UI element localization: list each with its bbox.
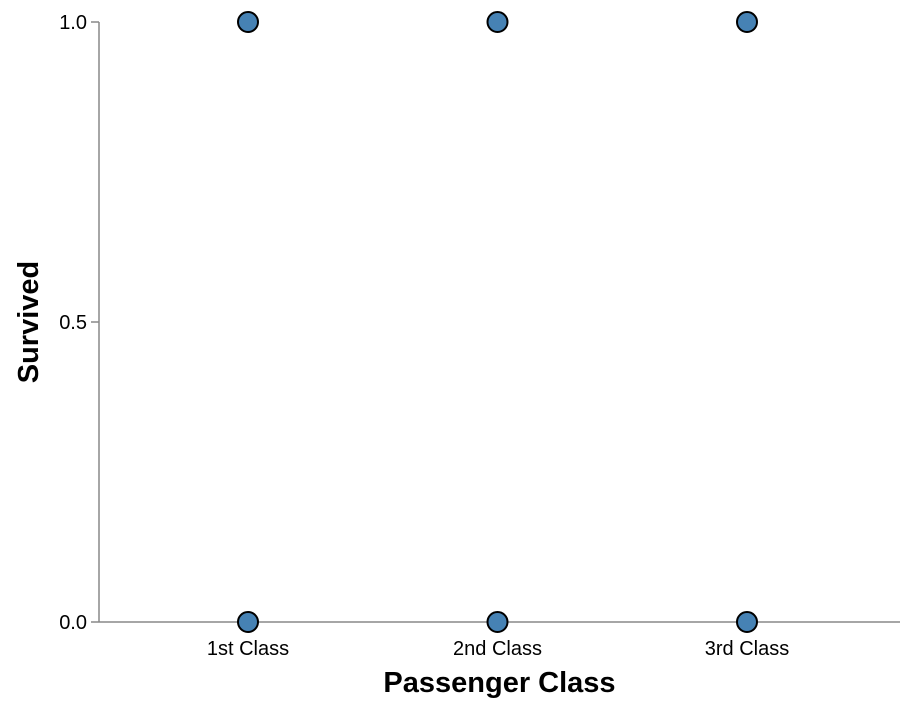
- data-point: [237, 11, 259, 33]
- x-tick-label: 1st Class: [207, 638, 289, 660]
- y-tick-label: 0.5: [59, 312, 87, 334]
- data-points: [237, 11, 758, 633]
- x-tick-label: 2nd Class: [453, 638, 542, 660]
- x-tick-label: 3rd Class: [705, 638, 789, 660]
- y-tick-label: 0.0: [59, 612, 87, 634]
- x-axis-ticks: 1st Class 2nd Class 3rd Class: [207, 638, 789, 660]
- y-tick-label: 1.0: [59, 12, 87, 34]
- y-axis-ticks: 0.0 0.5 1.0: [59, 12, 99, 634]
- data-point: [736, 611, 758, 633]
- data-point: [486, 611, 509, 633]
- y-axis-title: Survived: [13, 261, 45, 384]
- data-point: [237, 611, 259, 633]
- x-axis-title: Passenger Class: [383, 667, 615, 699]
- data-point: [736, 11, 758, 33]
- data-point: [486, 11, 509, 33]
